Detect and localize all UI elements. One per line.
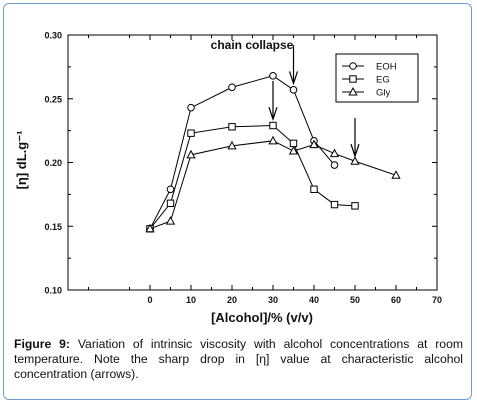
data-point-eg xyxy=(269,121,277,130)
x-tick-label: 70 xyxy=(432,295,442,305)
x-tick-label: 20 xyxy=(227,295,237,305)
x-tick-label: 60 xyxy=(391,295,401,305)
data-point-eoh xyxy=(187,103,195,112)
collapse-arrow-head xyxy=(288,71,299,86)
chain-collapse-annotation: chain collapse xyxy=(211,38,294,52)
data-point-gly xyxy=(227,140,237,150)
legend-entry-eoh: EOH xyxy=(376,62,397,73)
y-tick-label: 0.20 xyxy=(44,158,62,168)
data-point-gly xyxy=(350,156,360,165)
x-axis-ticks: 0 10 20 30 40 50 60 70 xyxy=(88,35,442,305)
legend-entry-eg: EG xyxy=(376,75,390,86)
y-tick-label: 0.10 xyxy=(44,286,62,296)
data-point-gly xyxy=(145,223,155,233)
data-point-eg xyxy=(330,200,339,209)
data-point-eoh xyxy=(330,161,339,169)
data-point-eoh xyxy=(228,83,236,92)
legend-marker xyxy=(349,75,357,83)
y-axis-label: [η] dL.g⁻¹ xyxy=(14,131,29,190)
series-line-gly xyxy=(149,140,397,230)
data-point-eg xyxy=(228,123,236,131)
collapse-arrow-head xyxy=(350,143,360,159)
series-line-eoh xyxy=(149,75,335,230)
legend-marker xyxy=(348,86,358,96)
legend-entry-gly: Gly xyxy=(376,88,391,99)
x-tick-label: 10 xyxy=(186,295,196,305)
data-point-eg xyxy=(166,199,175,208)
y-tick-label: 0.25 xyxy=(44,94,62,104)
data-point-gly xyxy=(391,170,401,179)
chart: 0.10 0.15 0.20 0.25 0.30 0 10 20 30 40 50 60 70 EOH… xyxy=(14,31,442,326)
x-tick-label: 30 xyxy=(268,295,278,305)
data-point-gly xyxy=(268,135,278,145)
data-point-gly xyxy=(329,148,340,158)
data-point-eg xyxy=(351,202,359,210)
data-point-gly xyxy=(186,149,196,159)
x-tick-label: 50 xyxy=(350,295,360,305)
data-point-eoh xyxy=(289,86,298,94)
x-axis-label: [Alcohol]/% (v/v) xyxy=(211,310,313,325)
data-point-gly xyxy=(165,216,176,225)
x-tick-label: 0 xyxy=(147,295,152,305)
series-layer xyxy=(145,72,401,233)
y-axis-ticks: 0.10 0.15 0.20 0.25 0.30 xyxy=(44,31,437,296)
data-point-eoh xyxy=(166,185,175,194)
series-line-eg xyxy=(149,125,356,230)
data-point-eoh xyxy=(269,72,277,80)
caption-text: Variation of intrinsic viscosity with al… xyxy=(14,337,463,381)
collapse-arrow-head xyxy=(268,106,278,122)
x-tick-label: 40 xyxy=(309,295,319,305)
legend: EOH EG Gly xyxy=(335,53,419,103)
data-point-eg xyxy=(289,139,298,148)
arrow-layer xyxy=(268,45,360,159)
data-point-eg xyxy=(187,129,195,137)
y-tick-label: 0.15 xyxy=(44,222,62,232)
y-tick-label: 0.30 xyxy=(44,31,62,41)
figure-caption: Figure 9: Variation of intrinsic viscosi… xyxy=(14,337,463,382)
legend-marker xyxy=(349,62,357,70)
data-point-eg xyxy=(310,185,318,193)
data-point-gly xyxy=(309,139,319,149)
data-point-gly xyxy=(288,145,299,155)
caption-label: Figure 9: xyxy=(14,337,70,351)
